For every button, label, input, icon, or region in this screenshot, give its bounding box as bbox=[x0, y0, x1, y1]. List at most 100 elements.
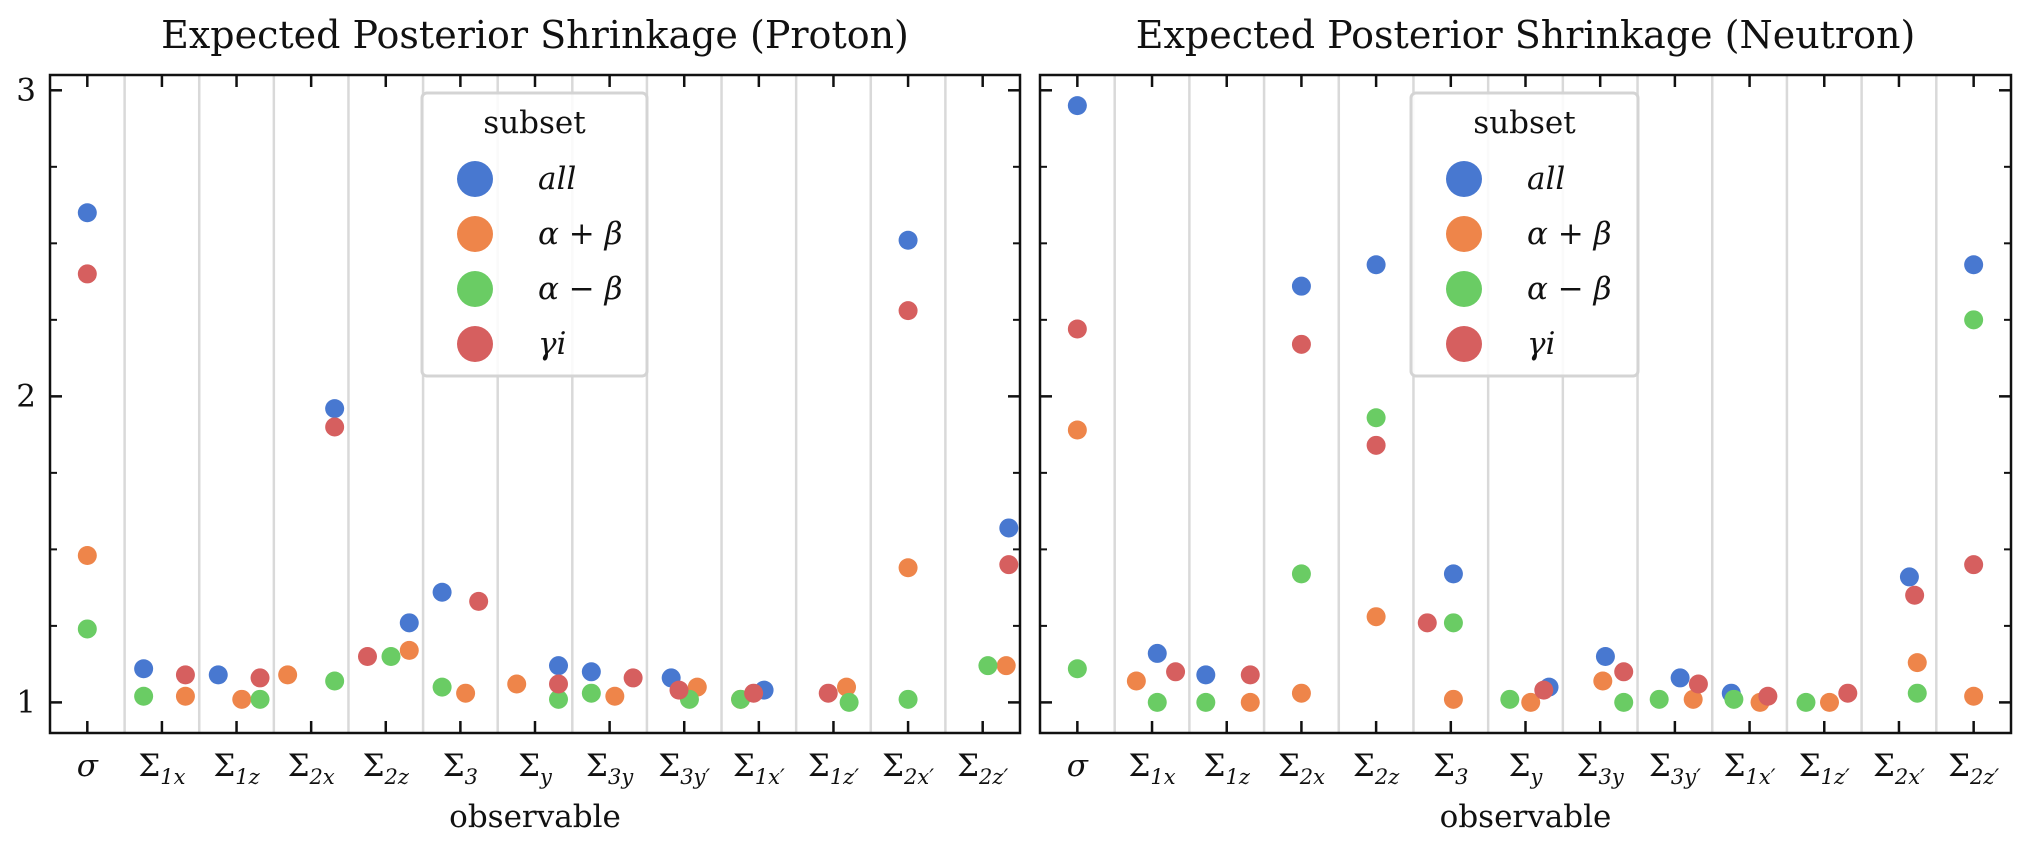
panel-neutron: Expected Posterior Shrinkage (Neutron) σ Σ… bbox=[1038, 13, 2013, 835]
data-point-i- bbox=[77, 264, 97, 284]
x-tick-label: Σ3y′ bbox=[1649, 748, 1701, 789]
y-tick-label: 2 bbox=[16, 378, 36, 414]
data-point--y bbox=[507, 674, 527, 694]
x-tick-label: Σ1x bbox=[138, 748, 185, 789]
data-point--2z bbox=[381, 646, 401, 666]
data-point--2x bbox=[1907, 653, 1927, 673]
data-point--3 bbox=[1443, 613, 1463, 633]
x-tick-label: Σ3y bbox=[586, 748, 634, 789]
x-tick-label: Σ1x′ bbox=[733, 748, 785, 789]
data-point-all-3 bbox=[1443, 564, 1463, 584]
data-point-all-2z bbox=[1964, 255, 1984, 275]
data-point--2x bbox=[1291, 683, 1311, 703]
data-point-i-2z bbox=[1964, 555, 1984, 575]
data-point--3y bbox=[1649, 689, 1669, 709]
data-point-i-y bbox=[549, 674, 569, 694]
data-point-all- bbox=[77, 203, 97, 223]
data-point--3y bbox=[1593, 671, 1613, 691]
data-point--1z bbox=[837, 677, 857, 697]
x-tick-label: Σ3 bbox=[443, 748, 478, 789]
x-tick-label: Σ2z bbox=[1353, 748, 1400, 789]
x-tick-label: σ bbox=[77, 748, 99, 784]
x-tick-label: Σ1z′ bbox=[1799, 748, 1850, 789]
data-point--1z bbox=[1796, 692, 1816, 712]
legend-entry: all bbox=[538, 161, 576, 197]
legend-entry: α − β bbox=[538, 271, 623, 307]
data-point--y bbox=[1521, 692, 1541, 712]
chart-title: Expected Posterior Shrinkage (Proton) bbox=[161, 13, 909, 57]
data-point-i-3 bbox=[469, 591, 489, 611]
data-point-all-2x bbox=[1291, 276, 1311, 296]
legend-marker bbox=[457, 161, 493, 197]
data-point-i-3y bbox=[1688, 674, 1708, 694]
x-tick-label: Σ1z bbox=[1204, 748, 1251, 789]
legend-entry: α − β bbox=[1527, 271, 1612, 307]
x-tick-label: Σ3y bbox=[1577, 748, 1625, 789]
data-point-- bbox=[77, 619, 97, 639]
data-point--2x bbox=[278, 665, 298, 685]
data-point-i-1x bbox=[1166, 662, 1186, 682]
x-tick-label: Σ2x′ bbox=[1873, 748, 1925, 789]
x-tick-label: Σ3 bbox=[1433, 748, 1468, 789]
x-tick-label: Σ3y′ bbox=[658, 748, 710, 789]
data-point-i-3y bbox=[669, 680, 689, 700]
data-point--2z bbox=[1964, 310, 1984, 330]
data-point-i-1z bbox=[250, 668, 270, 688]
x-tick-label: Σ1x bbox=[1128, 748, 1175, 789]
data-point-all-y bbox=[549, 656, 569, 676]
legend-marker bbox=[1446, 271, 1482, 307]
data-point-i-2z bbox=[999, 555, 1019, 575]
legend-marker bbox=[1446, 161, 1482, 197]
x-tick-label: Σy bbox=[1509, 748, 1544, 789]
data-point-all-2z bbox=[1366, 255, 1386, 275]
data-point-all-2x bbox=[1899, 567, 1919, 587]
data-point-all-2x bbox=[898, 230, 918, 250]
data-point--3 bbox=[456, 683, 476, 703]
data-point-i-2x bbox=[1291, 334, 1311, 354]
data-point--3y bbox=[1683, 689, 1703, 709]
x-axis-label: observable bbox=[1440, 799, 1612, 835]
data-point-i-y bbox=[1534, 680, 1554, 700]
data-point--2x bbox=[898, 689, 918, 709]
x-tick-label: Σ2z bbox=[363, 748, 410, 789]
x-tick-label: Σ1z′ bbox=[808, 748, 859, 789]
data-point-i-1x bbox=[744, 683, 764, 703]
x-tick-label: Σ2z′ bbox=[1948, 748, 1999, 789]
data-point--2z bbox=[996, 656, 1016, 676]
data-point-i-1x bbox=[1758, 686, 1778, 706]
data-point-i-1z bbox=[1838, 683, 1858, 703]
data-point--y bbox=[549, 689, 569, 709]
data-point-i-3y bbox=[1614, 662, 1634, 682]
data-point-all-2x bbox=[325, 399, 345, 419]
data-point--1z bbox=[839, 692, 859, 712]
data-point--1z bbox=[1819, 692, 1839, 712]
data-point-- bbox=[77, 545, 97, 565]
data-point--1x bbox=[1147, 692, 1167, 712]
x-tick-label: σ bbox=[1067, 748, 1089, 784]
data-point--2z bbox=[1366, 408, 1386, 428]
chart-title: Expected Posterior Shrinkage (Neutron) bbox=[1136, 13, 1916, 57]
x-tick-label: Σ1z bbox=[213, 748, 260, 789]
x-tick-label: Σ2z′ bbox=[957, 748, 1008, 789]
data-point-all-3y bbox=[581, 662, 601, 682]
data-point-i-3 bbox=[1417, 613, 1437, 633]
legend-marker bbox=[1446, 216, 1482, 252]
data-point--2z bbox=[1964, 686, 1984, 706]
data-point--1x bbox=[175, 686, 195, 706]
data-point-i-1z bbox=[1240, 665, 1260, 685]
x-tick-label: Σ2x bbox=[288, 748, 335, 789]
data-point-i-1x bbox=[175, 665, 195, 685]
data-point-- bbox=[1067, 420, 1087, 440]
legend-entry: all bbox=[1527, 161, 1565, 197]
x-tick-label: Σ2x′ bbox=[882, 748, 934, 789]
data-point--3y bbox=[581, 683, 601, 703]
x-tick-label: Σ2x bbox=[1278, 748, 1325, 789]
data-point-all-1z bbox=[1196, 665, 1216, 685]
data-point--1x bbox=[1724, 689, 1744, 709]
data-point-i-2z bbox=[1366, 435, 1386, 455]
y-tick-label: 1 bbox=[16, 684, 36, 720]
data-point-all-1z bbox=[208, 665, 228, 685]
data-point--1x bbox=[1126, 671, 1146, 691]
data-point--3 bbox=[1443, 689, 1463, 709]
